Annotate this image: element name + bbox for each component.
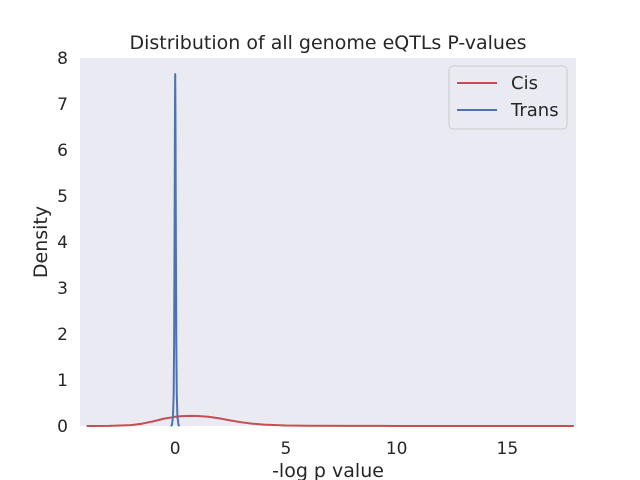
y-tick-label: 1 <box>57 371 68 391</box>
series-line-trans <box>170 73 181 427</box>
x-tick-labels: 0 5 10 15 <box>170 439 518 459</box>
y-tick-labels: 0 1 2 3 4 5 6 7 8 <box>57 49 68 437</box>
x-tick-label: 0 <box>170 439 181 459</box>
curves-layer <box>86 73 574 427</box>
y-axis-label: Density <box>30 206 52 278</box>
chart-title: Distribution of all genome eQTLs P-value… <box>129 32 526 54</box>
x-axis-label: -log p value <box>272 460 384 480</box>
x-tick-label: 5 <box>281 439 292 459</box>
x-tick-label: 15 <box>497 439 519 459</box>
y-tick-label: 2 <box>57 325 68 345</box>
legend-label-cis: Cis <box>511 73 538 94</box>
y-tick-label: 6 <box>57 141 68 161</box>
y-tick-label: 4 <box>57 233 68 253</box>
y-tick-label: 3 <box>57 279 68 299</box>
legend-box <box>448 65 568 130</box>
y-tick-label: 0 <box>57 417 68 437</box>
legend-label-trans: Trans <box>510 100 559 121</box>
legend: Cis Trans <box>448 65 568 130</box>
series-line-cis <box>86 414 574 427</box>
y-tick-label: 8 <box>57 49 68 69</box>
y-tick-label: 5 <box>57 187 68 207</box>
x-tick-label: 10 <box>386 439 408 459</box>
y-tick-label: 7 <box>57 95 68 115</box>
